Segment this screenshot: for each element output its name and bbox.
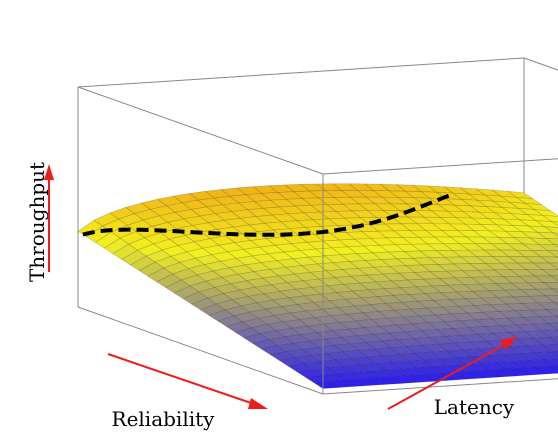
surface-patch xyxy=(532,262,558,270)
reliability-arrow-line xyxy=(107,353,255,405)
tradeoff-dashed-curve xyxy=(82,192,455,237)
surface-patch xyxy=(537,302,558,310)
surface-patch xyxy=(536,365,558,375)
box-edge xyxy=(77,86,324,175)
surface-patch xyxy=(534,275,558,283)
surface-patch xyxy=(539,256,558,264)
latency-arrow-line xyxy=(387,344,505,410)
surface-patch xyxy=(549,336,558,344)
box-edge xyxy=(77,306,324,395)
surface-patch xyxy=(548,262,558,270)
xlabel-reliability: Reliability xyxy=(112,407,216,431)
throughput-arrow xyxy=(44,164,54,272)
surface-patch xyxy=(541,269,558,277)
surface-patch xyxy=(538,243,558,252)
surface-patch xyxy=(547,322,558,331)
throughput-arrow-head xyxy=(44,164,54,180)
reliability-arrow-head xyxy=(248,398,268,409)
latency-arrow-head xyxy=(500,337,517,350)
surface-patch xyxy=(552,365,558,371)
zlabel-throughput: Throughput xyxy=(25,162,49,282)
surface-patch xyxy=(542,343,558,353)
surface-patch xyxy=(540,329,558,338)
bounding-box-front xyxy=(77,174,558,395)
surface-patch xyxy=(542,281,558,290)
box-edge xyxy=(77,57,525,88)
surface-patch xyxy=(533,209,558,217)
surface-plot xyxy=(77,183,558,389)
surface-patch xyxy=(551,288,558,294)
surface-patch xyxy=(533,337,558,346)
ylabel-latency: Latency xyxy=(434,395,515,419)
surface-patch xyxy=(543,358,558,367)
box-edge xyxy=(523,57,558,71)
surface-patch xyxy=(554,315,558,319)
reliability-arrow xyxy=(107,353,268,409)
surface-patch xyxy=(534,351,558,360)
surface-patch xyxy=(534,220,558,228)
surface-patch xyxy=(553,244,558,248)
surface-patch xyxy=(553,301,558,306)
surface-patch xyxy=(543,226,558,234)
surface-patch xyxy=(544,295,558,303)
surface-patch xyxy=(536,231,558,240)
surface-patch xyxy=(538,315,558,324)
surface-patch xyxy=(550,351,558,358)
surface-patch xyxy=(550,275,558,282)
box-edge xyxy=(322,158,558,175)
box-edge xyxy=(322,378,558,395)
surface-patch xyxy=(535,288,558,297)
surface-patch xyxy=(546,250,558,258)
surface-patch xyxy=(542,215,558,223)
latency-arrow xyxy=(387,337,517,410)
surface-patch xyxy=(552,232,558,237)
surface-patch xyxy=(545,238,558,246)
